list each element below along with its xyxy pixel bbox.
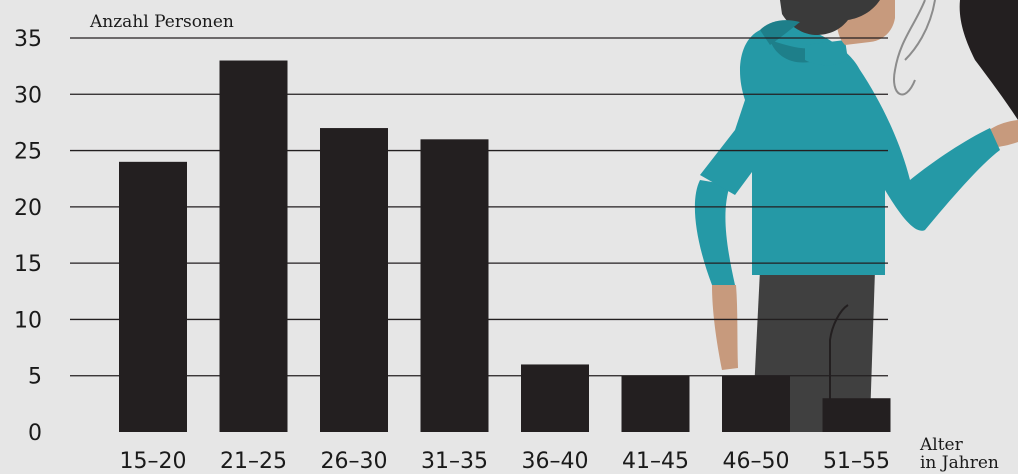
left-hand [712,285,738,370]
y-tick-label: 15 [14,252,42,277]
hood-top [760,20,800,45]
bar-51–55 [822,398,891,432]
x-tick-label: 46–50 [723,449,790,474]
y-axis-title: Anzahl Personen [89,12,234,32]
hood-shadow [770,40,815,63]
x-tick-label: 41–45 [622,449,689,474]
hair-strand-decoration-2 [904,0,936,61]
y-tick-label: 20 [14,196,42,221]
y-tick-label: 10 [14,308,42,333]
x-tick-label: 15–20 [120,449,187,474]
bar-15–20 [119,161,187,433]
left-arm [694,180,735,285]
bar-36–40 [521,364,589,432]
x-tick-label: 51–55 [823,449,890,474]
bars-group [119,60,891,433]
x-tick-label: 26–30 [321,449,388,474]
hair [780,0,880,35]
y-tick-label: 30 [14,83,42,108]
person-illustration [694,0,1018,432]
y-tick-label: 5 [28,365,42,390]
x-axis-tick-labels: 15–20 21–25 26–30 31–35 36–40 41–45 46–50 51–55 [120,449,891,474]
y-tick-label: 35 [14,27,42,52]
x-tick-label: 31–35 [421,449,488,474]
y-axis-tick-labels: 0 5 10 15 20 25 30 35 [14,27,42,446]
x-tick-label: 36–40 [522,449,589,474]
bar-21–25 [219,60,288,433]
bar-41–45 [621,375,690,432]
pants-fold [829,304,849,400]
bar-46–50 [722,375,790,432]
y-tick-label: 0 [28,421,42,446]
bar-26–30 [320,128,388,433]
x-tick-label: 21–25 [220,449,287,474]
second-person-head [959,0,1018,120]
x-axis-title-line-2: in Jahren [920,453,999,473]
x-axis-title-line-1: Alter [919,435,964,455]
y-tick-label: 25 [14,140,42,165]
neck [805,40,848,66]
bar-31–35 [420,139,489,433]
hair-strand-decoration [893,0,926,96]
